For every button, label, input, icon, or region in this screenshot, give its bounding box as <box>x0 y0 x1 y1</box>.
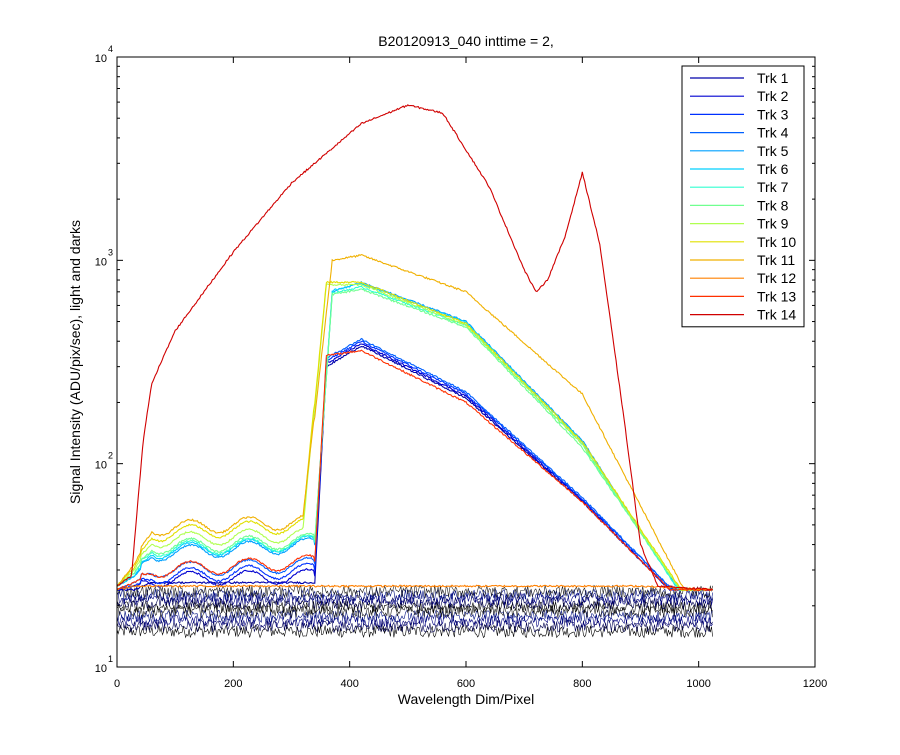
legend-label-trk-4: Trk 4 <box>757 125 789 141</box>
legend-label-trk-1: Trk 1 <box>757 70 789 86</box>
y-tick-label: 10 <box>95 663 107 675</box>
x-tick-label: 400 <box>340 678 358 690</box>
series-lines <box>116 104 714 592</box>
legend-label-trk-5: Trk 5 <box>757 143 789 159</box>
x-tick-label: 1200 <box>803 678 827 690</box>
legend-label-trk-3: Trk 3 <box>757 106 789 122</box>
series-line-trk-12 <box>116 584 713 591</box>
y-tick-label: 10 <box>95 460 107 472</box>
legend-box <box>681 65 805 328</box>
dark-trace-9 <box>116 588 713 603</box>
x-tick-label: 800 <box>573 678 591 690</box>
y-tick-label-exponent: 3 <box>108 247 113 257</box>
y-axis-label: Signal Intensity (ADU/pix/sec), light an… <box>67 220 83 504</box>
legend-label-trk-9: Trk 9 <box>757 216 789 232</box>
y-tick-label-exponent: 4 <box>108 44 113 54</box>
series-line-trk-8 <box>116 288 713 592</box>
dark-trace-1 <box>116 624 713 639</box>
legend-label-trk-10: Trk 10 <box>757 234 796 250</box>
legend: Trk 1 Trk 2 Trk 3 Trk 4 Trk 5 Trk 6 Trk 7 Trk 8… <box>681 65 805 328</box>
legend-label-trk-6: Trk 6 <box>757 161 789 177</box>
legend-label-trk-13: Trk 13 <box>757 288 796 304</box>
legend-label-trk-14: Trk 14 <box>757 307 796 323</box>
series-line-trk-14 <box>116 104 714 591</box>
y-tick-label-exponent: 1 <box>108 654 113 664</box>
series-line-trk-13 <box>116 349 713 592</box>
legend-label-trk-12: Trk 12 <box>757 270 796 286</box>
x-tick-label: 600 <box>457 678 475 690</box>
legend-label-trk-11: Trk 11 <box>757 252 795 268</box>
x-tick-label: 1000 <box>686 678 710 690</box>
x-axis-label: Wavelength Dim/Pixel <box>398 691 534 707</box>
y-tick-label: 10 <box>95 256 107 268</box>
series-line-trk-9 <box>116 283 713 592</box>
series-line-trk-11 <box>116 253 713 592</box>
series-line-trk-10 <box>116 280 713 592</box>
series-line-trk-4 <box>116 337 714 592</box>
chart-title: B20120913_040 inttime = 2, <box>378 33 554 49</box>
x-tick-label: 0 <box>114 678 120 690</box>
legend-label-trk-8: Trk 8 <box>757 197 789 213</box>
legend-label-trk-7: Trk 7 <box>757 179 789 195</box>
y-tick-label: 10 <box>95 53 107 65</box>
series-line-trk-3 <box>116 340 714 592</box>
dark-trace-8 <box>116 591 713 607</box>
x-tick-label: 200 <box>224 678 242 690</box>
y-tick-label-exponent: 2 <box>108 451 113 461</box>
legend-label-trk-2: Trk 2 <box>757 88 789 104</box>
